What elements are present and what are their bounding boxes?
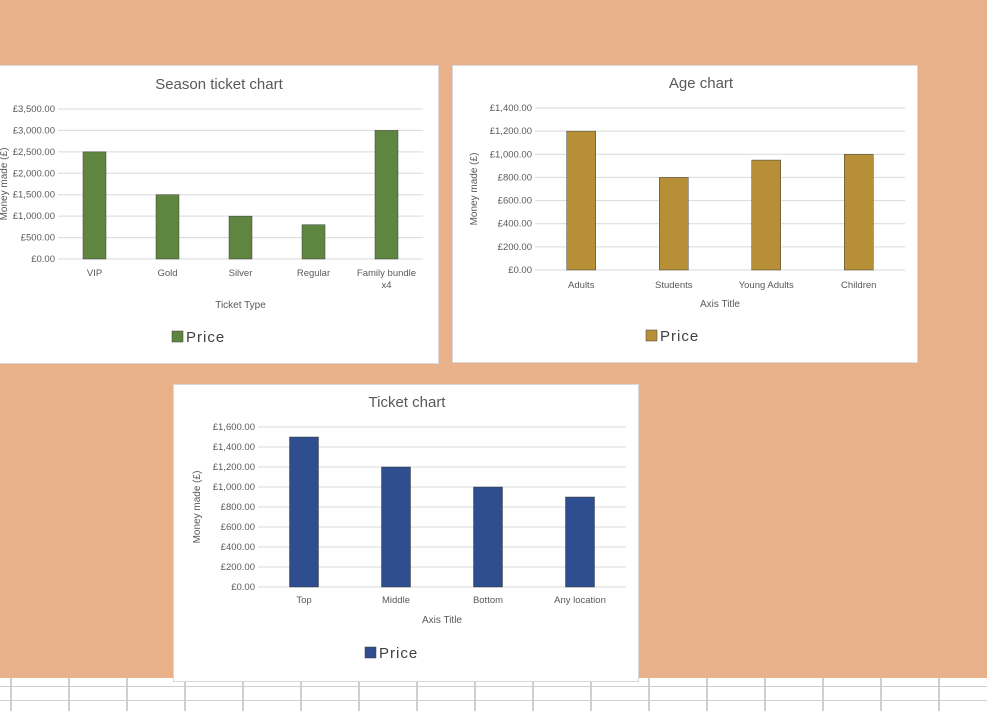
y-tick-label: £1,400.00	[490, 103, 532, 114]
y-tick-label: £1,000.00	[213, 482, 255, 493]
y-tick-label: £400.00	[221, 542, 255, 553]
age-chart[interactable]: Age chart £0.00 £200.00 £400.00 £600.00 £800.…	[452, 65, 918, 363]
x-tick-label: Middle	[382, 595, 410, 606]
chart-title: Season ticket chart	[155, 76, 283, 93]
y-tick-label: £0.00	[31, 254, 55, 265]
y-tick-label: £600.00	[221, 522, 255, 533]
y-tick-label: £1,400.00	[213, 442, 255, 453]
y-tick-label: £500.00	[21, 233, 55, 244]
y-axis-title: Money made (£)	[469, 153, 480, 226]
legend-swatch	[171, 330, 184, 343]
y-axis-title: Money made (£)	[0, 148, 10, 221]
ticket-chart-svg: Ticket chart £0.00 £200.00 £400.00 £600.00 £8…	[192, 394, 626, 662]
bar	[659, 177, 689, 271]
y-tick-label: £1,000.00	[490, 149, 532, 160]
bar	[301, 224, 326, 260]
bar	[289, 436, 319, 588]
x-tick-label: Children	[841, 280, 876, 291]
y-tick-label: £200.00	[498, 242, 532, 253]
x-axis-title: Axis Title	[700, 299, 740, 310]
bar	[844, 154, 874, 271]
y-tick-label: £1,500.00	[13, 190, 55, 201]
x-tick-label: Silver	[229, 268, 253, 279]
bar	[155, 194, 180, 260]
legend-label: Price	[379, 645, 418, 662]
ticket-chart[interactable]: Ticket chart £0.00 £200.00 £400.00 £600.00 £8…	[173, 384, 639, 682]
bar	[228, 215, 253, 260]
y-tick-label: £600.00	[498, 196, 532, 207]
y-tick-label: £200.00	[221, 562, 255, 573]
x-tick-label: Gold	[157, 268, 177, 279]
x-axis-title: Ticket Type	[215, 300, 266, 311]
x-tick-label: Bottom	[473, 595, 503, 606]
bar	[82, 151, 107, 260]
y-tick-label: £400.00	[498, 219, 532, 230]
chart-title: Ticket chart	[369, 394, 447, 411]
y-tick-label: £0.00	[231, 582, 255, 593]
chart-title: Age chart	[669, 75, 734, 92]
x-tick-label: Family bundle	[357, 268, 416, 279]
y-tick-label: £800.00	[221, 502, 255, 513]
legend-label: Price	[186, 329, 225, 346]
y-axis-title: Money made (£)	[192, 471, 203, 544]
bar	[566, 130, 596, 271]
y-tick-label: £3,500.00	[13, 104, 55, 115]
y-tick-label: £800.00	[498, 172, 532, 183]
y-tick-label: £2,000.00	[13, 168, 55, 179]
legend-swatch	[364, 646, 377, 659]
season-ticket-chart-svg: Season ticket chart £0.00 £500.00 £1,000.00…	[0, 76, 423, 346]
x-tick-label: Regular	[297, 268, 330, 279]
x-axis-title: Axis Title	[422, 615, 462, 626]
y-tick-label: £1,600.00	[213, 422, 255, 433]
season-ticket-chart[interactable]: Season ticket chart £0.00 £500.00 £1,000.00…	[0, 65, 439, 364]
legend-label: Price	[660, 328, 699, 345]
y-tick-label: £1,000.00	[13, 211, 55, 222]
x-tick-label: VIP	[87, 268, 102, 279]
y-tick-label: £2,500.00	[13, 147, 55, 158]
y-tick-label: £3,000.00	[13, 125, 55, 136]
spreadsheet-grid	[0, 678, 987, 711]
legend-swatch	[645, 329, 658, 342]
bar	[473, 486, 503, 588]
y-tick-label: £1,200.00	[490, 126, 532, 137]
age-chart-svg: Age chart £0.00 £200.00 £400.00 £600.00 £800.…	[469, 75, 905, 345]
y-tick-label: £0.00	[508, 265, 532, 276]
y-tick-label: £1,200.00	[213, 462, 255, 473]
bar	[751, 159, 781, 271]
bar	[381, 466, 411, 588]
x-tick-label: Top	[296, 595, 311, 606]
x-tick-label: Adults	[568, 280, 595, 291]
x-tick-label: Students	[655, 280, 693, 291]
x-tick-label: x4	[381, 280, 391, 291]
x-tick-label: Any location	[554, 595, 606, 606]
bar	[565, 496, 595, 588]
x-tick-label: Young Adults	[739, 280, 794, 291]
bar	[374, 130, 399, 260]
